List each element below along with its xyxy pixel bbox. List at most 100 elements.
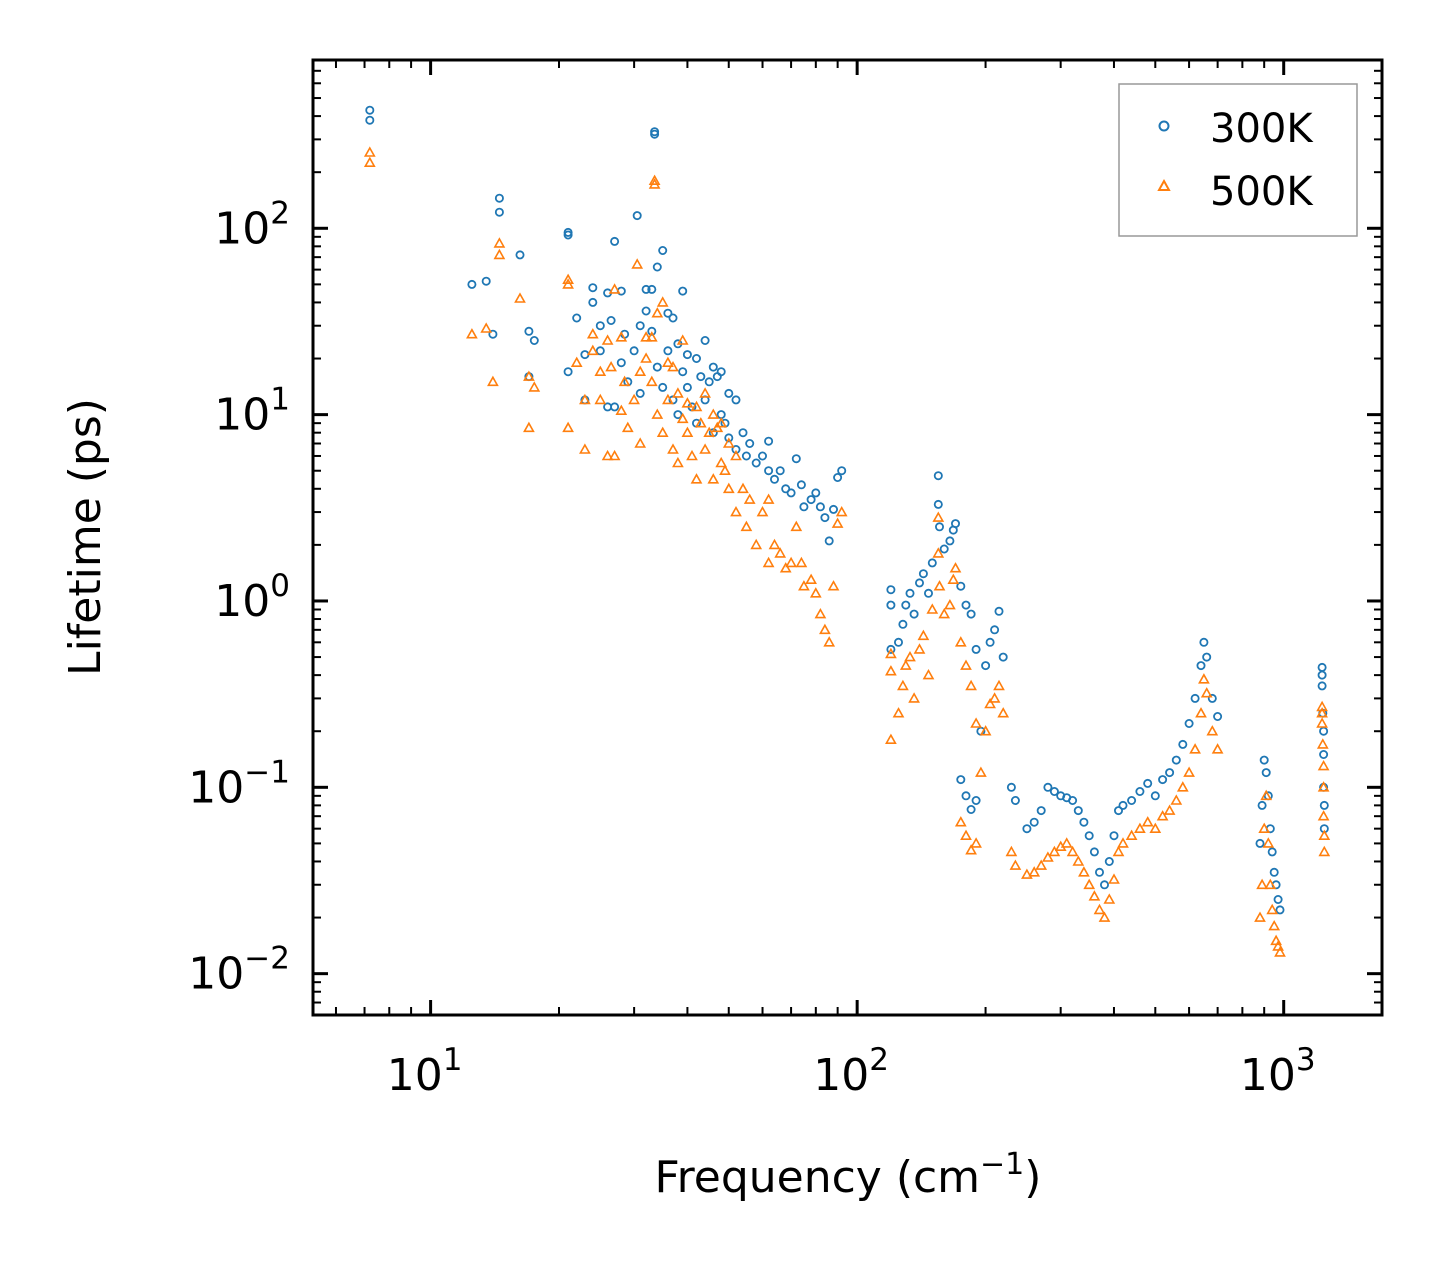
data-point-500k [1211, 743, 1224, 754]
data-point-500k [601, 449, 614, 461]
data-point-300k [682, 382, 692, 392]
data-point-500k [740, 520, 753, 532]
data-point-300k [632, 211, 642, 221]
data-point-300k [610, 402, 620, 412]
data-point-500k [892, 707, 905, 718]
data-point-500k [1195, 707, 1207, 718]
data-point-500k [835, 505, 848, 517]
data-point-500k [719, 464, 731, 476]
data-point-500k [954, 636, 967, 647]
data-point-500k [885, 665, 897, 676]
data-point-500k [634, 365, 647, 377]
data-point-500k [1256, 878, 1268, 890]
data-point-300k [998, 652, 1008, 662]
data-point-300k [898, 619, 908, 629]
data-point-500k [363, 156, 376, 167]
data-point-300k [494, 193, 504, 203]
data-point-300k [658, 382, 668, 392]
data-point-500k [904, 650, 916, 662]
data-point-300k [971, 644, 981, 654]
data-point-500k [944, 598, 956, 610]
data-point-300k [481, 276, 491, 286]
data-point-500k [1112, 845, 1125, 857]
data-point-300k [529, 335, 539, 345]
data-point-500k [993, 679, 1005, 691]
data-point-500k [662, 393, 674, 405]
data-point-500k [586, 344, 599, 356]
data-point-500k [949, 562, 962, 573]
data-point-300k [1190, 693, 1200, 703]
data-point-300k [673, 410, 683, 420]
data-point-500k [1103, 893, 1116, 904]
data-point-500k [827, 580, 840, 591]
data-point-500k [586, 328, 599, 339]
data-point-300k [610, 236, 620, 246]
data-point-500k [640, 352, 652, 363]
data-point-500k [1088, 890, 1101, 901]
data-point-500k [965, 679, 977, 691]
data-point-500k [493, 237, 506, 248]
data-point-300k [1261, 768, 1271, 778]
data-point-500k [913, 643, 926, 654]
data-point-300k [595, 346, 605, 356]
data-point-300k [764, 466, 774, 476]
data-point-500k [970, 717, 982, 728]
data-point-300k [663, 346, 673, 356]
data-point-300k [588, 297, 598, 307]
data-point-300k [745, 438, 755, 448]
data-point-300k [945, 536, 955, 546]
data-point-500k [1028, 866, 1041, 877]
data-point-500k [608, 283, 621, 294]
data-point-500k [699, 387, 711, 398]
data-point-500k [1141, 816, 1154, 827]
data-point-500k [933, 580, 946, 591]
data-point-300k [647, 284, 657, 294]
data-point-300k [961, 791, 971, 801]
data-point-300k [1158, 775, 1168, 785]
data-point-500k [809, 587, 822, 598]
data-point-300k [985, 637, 995, 647]
data-point-300k [629, 346, 639, 356]
data-point-300k [799, 502, 809, 512]
data-point-300k [886, 600, 896, 610]
data-point-300k [939, 544, 949, 554]
data-point-300k [1104, 857, 1114, 867]
data-point-500k [1072, 855, 1085, 866]
data-point-500k [631, 258, 644, 269]
data-point-500k [1108, 873, 1120, 884]
data-point-500k [1060, 837, 1073, 848]
data-point-500k [1042, 851, 1054, 862]
data-point-500k [922, 668, 935, 680]
data-point-300k [1135, 787, 1145, 797]
data-point-500k [715, 417, 728, 428]
data-point-500k [1200, 687, 1213, 698]
data-point-500k [774, 547, 787, 558]
data-point-500k [932, 547, 945, 558]
data-point-500k [823, 636, 836, 647]
data-point-500k [703, 426, 716, 438]
data-point-300k [1273, 895, 1283, 905]
data-point-500k [1258, 822, 1271, 834]
data-point-300k [758, 451, 768, 461]
data-point-300k [951, 519, 961, 529]
legend-label-500k: 500K [1210, 169, 1314, 215]
data-point-500k [970, 837, 982, 848]
data-point-300k [731, 395, 741, 405]
data-point-300k [692, 353, 702, 363]
data-point-500k [493, 248, 506, 260]
data-point-300k [1150, 791, 1160, 801]
data-point-500k [1134, 822, 1146, 834]
data-point-300k [563, 367, 573, 377]
data-point-300k [1269, 867, 1279, 877]
data-point-300k [915, 578, 925, 588]
data-point-300k [494, 207, 504, 217]
data-point-300k [1319, 800, 1329, 810]
data-point-300k [918, 569, 928, 579]
data-point-500k [694, 417, 707, 428]
data-point-500k [605, 360, 617, 372]
data-point-300k [791, 454, 801, 464]
data-point-500k [805, 573, 817, 585]
data-point-500k [672, 456, 684, 468]
data-point-300k [1118, 800, 1128, 810]
data-point-500k [988, 692, 1001, 703]
